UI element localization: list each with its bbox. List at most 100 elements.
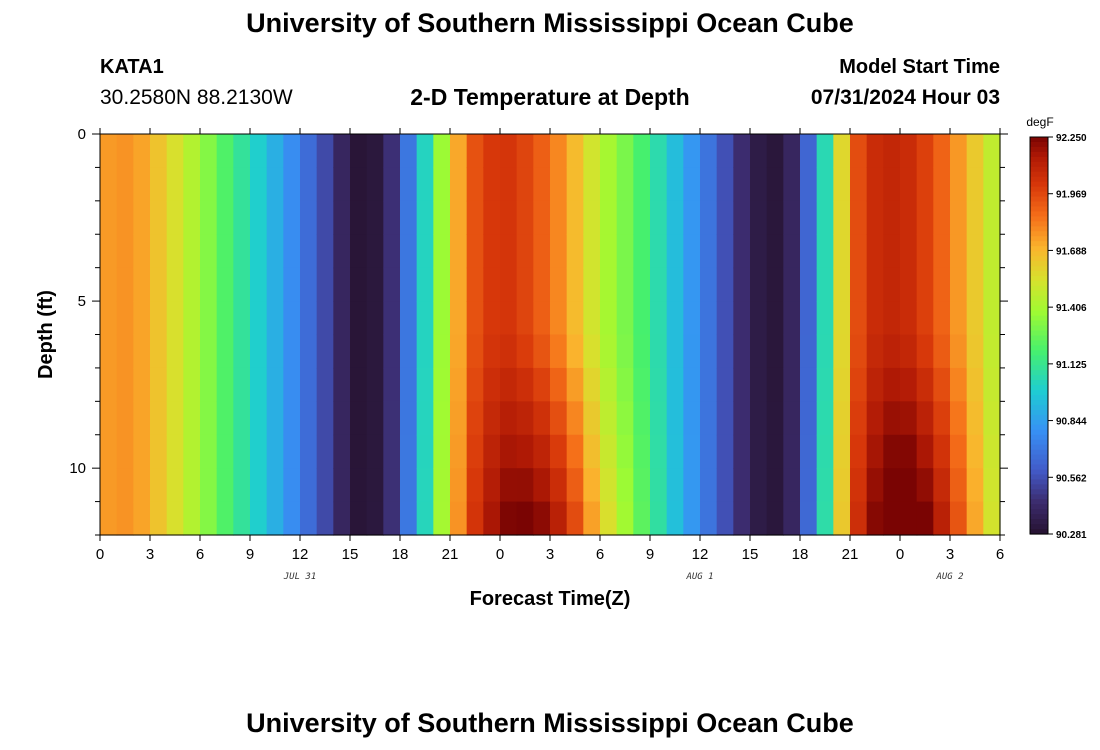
heatmap-cell	[350, 367, 368, 402]
heatmap-cell	[700, 134, 718, 169]
heatmap-cell	[850, 134, 868, 169]
heatmap-cell	[666, 334, 684, 369]
heatmap-cell	[383, 234, 401, 269]
heatmap-cell	[350, 501, 368, 536]
heatmap-cell	[766, 434, 784, 469]
heatmap-cell	[633, 134, 651, 169]
heatmap-cell	[700, 301, 718, 336]
heatmap-cell	[583, 267, 601, 302]
heatmap-cell	[733, 301, 751, 336]
heatmap-cell	[316, 200, 334, 235]
heatmap-cell	[333, 301, 351, 336]
heatmap-cell	[900, 267, 918, 302]
heatmap-cell	[200, 501, 218, 536]
heatmap-cell	[633, 501, 651, 536]
heatmap-cell	[733, 434, 751, 469]
heatmap-cell	[283, 401, 301, 436]
heatmap-cell	[416, 167, 434, 202]
heatmap-cell	[566, 401, 584, 436]
heatmap-cell	[450, 334, 468, 369]
heatmap-cell	[400, 401, 418, 436]
colorbar-segment	[1030, 469, 1048, 476]
heatmap-cell	[150, 401, 168, 436]
heatmap-cell	[966, 401, 984, 436]
heatmap-cell	[183, 401, 201, 436]
heatmap-cell	[150, 501, 168, 536]
heatmap-cell	[683, 334, 701, 369]
heatmap-cell	[366, 301, 384, 336]
heatmap-cell	[666, 434, 684, 469]
colorbar-unit: degF	[1026, 115, 1053, 129]
heatmap-cell	[316, 134, 334, 169]
heatmap-cell	[816, 367, 834, 402]
heatmap-cell	[300, 367, 318, 402]
heatmap-cell	[200, 167, 218, 202]
heatmap-cell	[133, 401, 151, 436]
colorbar-label: 91.406	[1056, 303, 1087, 314]
heatmap-cell	[750, 234, 768, 269]
heatmap-cell	[233, 434, 251, 469]
heatmap-cell	[233, 167, 251, 202]
heatmap-cell	[233, 134, 251, 169]
heatmap-cell	[266, 434, 284, 469]
heatmap-cell	[883, 468, 901, 503]
y-tick-label: 0	[78, 126, 86, 143]
heatmap-cell	[783, 200, 801, 235]
heatmap-cell	[166, 367, 184, 402]
heatmap-cell	[366, 234, 384, 269]
heatmap-cell	[400, 267, 418, 302]
heatmap-cell	[133, 301, 151, 336]
heatmap-cell	[766, 134, 784, 169]
heatmap-cell	[866, 234, 884, 269]
heatmap-cell	[633, 301, 651, 336]
heatmap-cell	[583, 167, 601, 202]
x-tick-label: 15	[742, 546, 759, 563]
heatmap-cell	[216, 401, 234, 436]
colorbar-segment	[1030, 201, 1048, 208]
heatmap-cell	[183, 301, 201, 336]
heatmap-cell	[666, 301, 684, 336]
heatmap-cell	[233, 401, 251, 436]
heatmap-cell	[916, 267, 934, 302]
heatmap-cell	[250, 334, 268, 369]
heatmap-cell	[533, 267, 551, 302]
heatmap-cell	[916, 367, 934, 402]
heatmap-cell	[616, 434, 634, 469]
heatmap-cell	[100, 167, 118, 202]
heatmap-cell	[933, 234, 951, 269]
heatmap-cell	[766, 501, 784, 536]
heatmap-cell	[916, 434, 934, 469]
heatmap-cell	[433, 167, 451, 202]
heatmap-cell	[700, 367, 718, 402]
colorbar-segment	[1030, 370, 1048, 376]
heatmap-cell	[850, 468, 868, 503]
heatmap-cell	[150, 468, 168, 503]
heatmap-cell	[883, 334, 901, 369]
colorbar: 92.250 91.969 91.688 91.406 91.125 90.844 90.5…	[1029, 133, 1087, 541]
heatmap-cell	[866, 301, 884, 336]
colorbar-segment	[1030, 524, 1048, 530]
colorbar-segment	[1030, 161, 1048, 168]
heatmap-cell	[566, 468, 584, 503]
heatmap-cell	[750, 301, 768, 336]
colorbar-segment	[1030, 191, 1048, 198]
heatmap-cell	[500, 234, 518, 269]
colorbar-segment	[1030, 459, 1048, 466]
heatmap-cell	[533, 367, 551, 402]
colorbar-segment	[1030, 226, 1048, 232]
heatmap-cell	[116, 301, 134, 336]
heatmap-cell	[766, 468, 784, 503]
heatmap-cell	[550, 167, 568, 202]
colorbar-segment	[1030, 395, 1048, 401]
heatmap-cell	[716, 167, 734, 202]
heatmap-cell	[133, 468, 151, 503]
colorbar-segment	[1030, 171, 1048, 178]
heatmap-cell	[566, 501, 584, 536]
heatmap-cell	[616, 200, 634, 235]
heatmap-cell	[300, 200, 318, 235]
heatmap-cell	[166, 267, 184, 302]
heatmap-cell	[450, 367, 468, 402]
heatmap-cell	[983, 134, 1001, 169]
temperature-depth-chart: 0 3 6 9 12 15 18 21 0 3 6 9 12 15 18 21 0 3 6 JUL 31 AUG 1 AU…	[35, 115, 1087, 610]
heatmap-cell	[266, 367, 284, 402]
